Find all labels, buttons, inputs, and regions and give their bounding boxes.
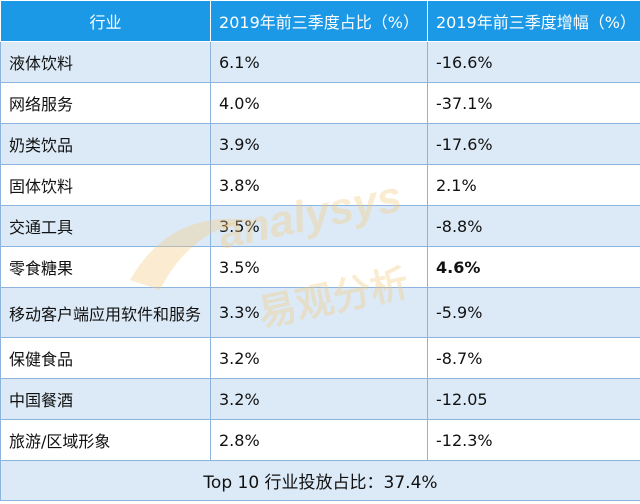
table-row: 中国餐酒 3.2% -12.05 xyxy=(0,378,640,420)
header-growth: 2019年前三季度增幅（%） xyxy=(427,0,640,42)
cell-growth: -37.1% xyxy=(427,82,640,124)
cell-industry: 交通工具 xyxy=(0,205,211,247)
cell-share: 2.8% xyxy=(210,419,428,461)
cell-share: 4.0% xyxy=(210,82,428,124)
cell-industry: 移动客户端应用软件和服务 xyxy=(0,287,211,338)
table-row: 零食糖果 3.5% 4.6% xyxy=(0,246,640,288)
cell-growth: -8.8% xyxy=(427,205,640,247)
cell-industry: 保健食品 xyxy=(0,337,211,379)
table-row: 旅游/区域形象 2.8% -12.3% xyxy=(0,419,640,461)
cell-growth: -5.9% xyxy=(427,287,640,338)
cell-share: 3.5% xyxy=(210,246,428,288)
cell-share: 3.5% xyxy=(210,205,428,247)
table-row: 保健食品 3.2% -8.7% xyxy=(0,337,640,379)
table-row: 液体饮料 6.1% -16.6% xyxy=(0,41,640,83)
cell-growth-highlight: 4.6% xyxy=(427,246,640,288)
cell-industry: 液体饮料 xyxy=(0,41,211,83)
cell-share: 3.9% xyxy=(210,123,428,165)
cell-growth: -8.7% xyxy=(427,337,640,379)
cell-share: 3.2% xyxy=(210,378,428,420)
table-header-row: 行业 2019年前三季度占比（%） 2019年前三季度增幅（%） xyxy=(0,0,640,42)
cell-growth: 2.1% xyxy=(427,164,640,206)
table-row: 网络服务 4.0% -37.1% xyxy=(0,82,640,124)
table-row: 交通工具 3.5% -8.8% xyxy=(0,205,640,247)
header-share: 2019年前三季度占比（%） xyxy=(210,0,428,42)
cell-growth: -16.6% xyxy=(427,41,640,83)
cell-industry: 网络服务 xyxy=(0,82,211,124)
cell-share: 3.2% xyxy=(210,337,428,379)
cell-industry: 零食糖果 xyxy=(0,246,211,288)
table-row: 移动客户端应用软件和服务 3.3% -5.9% xyxy=(0,287,640,338)
cell-growth: -12.3% xyxy=(427,419,640,461)
table-footer-row: Top 10 行业投放占比：37.4% xyxy=(0,460,640,501)
footer-summary: Top 10 行业投放占比：37.4% xyxy=(0,460,640,501)
cell-growth: -12.05 xyxy=(427,378,640,420)
cell-industry: 旅游/区域形象 xyxy=(0,419,211,461)
cell-share: 3.3% xyxy=(210,287,428,338)
cell-industry: 奶类饮品 xyxy=(0,123,211,165)
cell-growth: -17.6% xyxy=(427,123,640,165)
table-row: 固体饮料 3.8% 2.1% xyxy=(0,164,640,206)
cell-industry: 固体饮料 xyxy=(0,164,211,206)
table-row: 奶类饮品 3.9% -17.6% xyxy=(0,123,640,165)
header-industry: 行业 xyxy=(0,0,211,42)
cell-industry: 中国餐酒 xyxy=(0,378,211,420)
cell-share: 6.1% xyxy=(210,41,428,83)
cell-share: 3.8% xyxy=(210,164,428,206)
